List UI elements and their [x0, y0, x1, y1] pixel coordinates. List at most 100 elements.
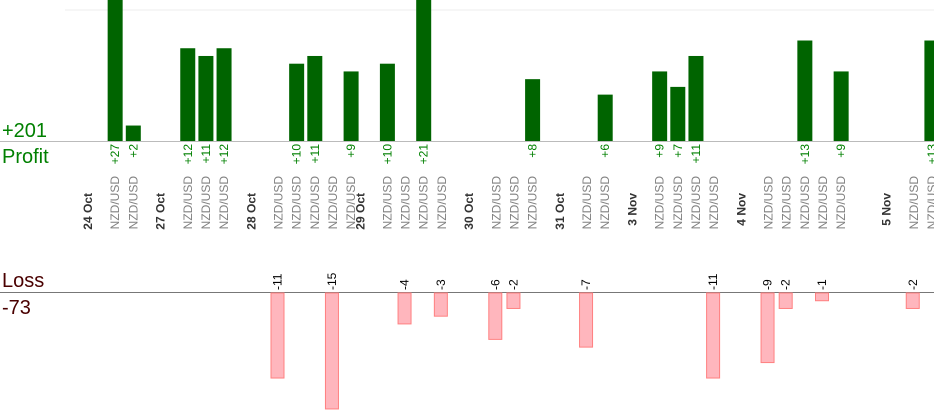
loss-value-label: -4	[398, 279, 412, 290]
profit-bar	[670, 86, 686, 141]
profit-value-label: +11	[308, 144, 322, 164]
symbol-label: NZD/USD	[108, 176, 122, 230]
profit-value-label: +9	[834, 144, 848, 158]
loss-bar	[506, 292, 521, 309]
symbol-label: NZD/USD	[380, 176, 394, 230]
loss-value-label: -6	[488, 279, 502, 290]
date-label: 24 Oct	[81, 193, 95, 230]
loss-value-label: -11	[706, 273, 720, 290]
profit-bar	[833, 71, 849, 141]
loss-bar	[270, 292, 285, 379]
loss-value-label: -2	[906, 279, 920, 290]
profit-bar	[924, 40, 934, 142]
profit-bar	[652, 71, 668, 141]
profit-value-label: +2	[126, 144, 140, 158]
profit-bar	[198, 55, 214, 141]
symbol-label: NZD/USD	[435, 176, 449, 230]
symbol-label: NZD/USD	[925, 176, 934, 230]
symbol-label: NZD/USD	[798, 176, 812, 230]
profit-bar	[597, 94, 613, 141]
profit-value-label: +9	[344, 144, 358, 158]
symbol-label: NZD/USD	[907, 176, 921, 230]
symbol-label: NZD/USD	[762, 176, 776, 230]
symbol-label: NZD/USD	[181, 176, 195, 230]
profit-bar	[688, 55, 704, 141]
profit-value-label: +13	[798, 144, 812, 165]
profit-value-label: +12	[217, 144, 231, 165]
profit-bar	[343, 71, 359, 141]
profit-bar	[289, 63, 305, 142]
symbol-label: NZD/USD	[526, 176, 540, 230]
symbol-label: NZD/USD	[707, 176, 721, 230]
date-label: 5 Nov	[880, 193, 894, 226]
profit-bar	[307, 55, 323, 141]
profit-value-label: +8	[526, 144, 540, 158]
symbol-label: NZD/USD	[399, 176, 413, 230]
symbol-label: NZD/USD	[507, 176, 521, 230]
symbol-label: NZD/USD	[308, 176, 322, 230]
date-label: 3 Nov	[626, 193, 640, 226]
date-label: 30 Oct	[462, 193, 476, 230]
loss-bar	[579, 292, 594, 348]
loss-value-label: -2	[506, 279, 520, 290]
symbol-label: NZD/USD	[834, 176, 848, 230]
date-label: 28 Oct	[244, 193, 258, 230]
profit-label: Profit	[2, 146, 49, 168]
loss-bar	[324, 292, 339, 410]
loss-value-label: -15	[325, 272, 339, 290]
symbol-label: NZD/USD	[126, 176, 140, 230]
date-label: 31 Oct	[553, 193, 567, 230]
loss-bar	[706, 292, 721, 379]
profit-value-label: +12	[181, 144, 195, 165]
loss-label: Loss	[2, 270, 44, 292]
loss-bar	[778, 292, 793, 309]
profit-value-label: +13	[925, 144, 934, 165]
loss-value-label: -1	[815, 279, 829, 290]
profit-value-label: +27	[108, 144, 122, 165]
date-label: 29 Oct	[353, 193, 367, 230]
profit-bar	[180, 48, 196, 141]
profit-bar	[525, 79, 541, 141]
symbol-label: NZD/USD	[326, 176, 340, 230]
symbol-label: NZD/USD	[598, 176, 612, 230]
date-labels: 24 Oct 27 Oct 28 Oct 29 Oct 30 Oct 31 Oct 3 No…	[81, 193, 894, 230]
profit-value-label: +10	[290, 144, 304, 165]
symbol-label: NZD/USD	[671, 176, 685, 230]
profit-value-label: +6	[598, 144, 612, 158]
symbol-label: NZD/USD	[780, 176, 794, 230]
symbol-label: NZD/USD	[344, 176, 358, 230]
date-label: 4 Nov	[734, 193, 748, 226]
loss-value-label: -11	[271, 273, 285, 290]
profit-value-label: +7	[671, 144, 685, 158]
profit-value-label: +21	[417, 144, 431, 165]
profit-value-label: +11	[689, 144, 703, 164]
symbol-label: NZD/USD	[816, 176, 830, 230]
loss-total: -73	[2, 297, 31, 319]
symbol-label: NZD/USD	[290, 176, 304, 230]
profit-value-label: +9	[653, 144, 667, 158]
symbol-labels: NZD/USD NZD/USD NZD/USD NZD/USD NZD/USD NZD/U…	[108, 176, 934, 230]
profit-bar	[125, 125, 141, 141]
loss-value-label: -9	[761, 279, 775, 290]
date-label: 27 Oct	[154, 193, 168, 230]
profit-bar	[216, 48, 232, 141]
loss-bar	[905, 292, 920, 309]
loss-bar	[815, 292, 829, 302]
symbol-label: NZD/USD	[653, 176, 667, 230]
profit-value-label: +11	[199, 144, 213, 164]
profit-value-label: +10	[380, 144, 394, 165]
profit-bar	[107, 0, 123, 141]
loss-bars	[270, 292, 920, 410]
symbol-label: NZD/USD	[689, 176, 703, 230]
value-labels: +27 +2 +12 +11 +12 -11 +10 +11 -15 +9 +10 -4 +21 -3 -6…	[108, 144, 934, 290]
profit-bar	[379, 63, 395, 142]
loss-bar	[760, 292, 775, 364]
symbol-label: NZD/USD	[489, 176, 503, 230]
loss-value-label: -2	[779, 279, 793, 290]
loss-bar	[488, 292, 503, 340]
loss-value-label: -3	[434, 279, 448, 290]
loss-value-label: -7	[579, 279, 593, 290]
symbol-label: NZD/USD	[272, 176, 286, 230]
profit-bar	[797, 40, 813, 142]
